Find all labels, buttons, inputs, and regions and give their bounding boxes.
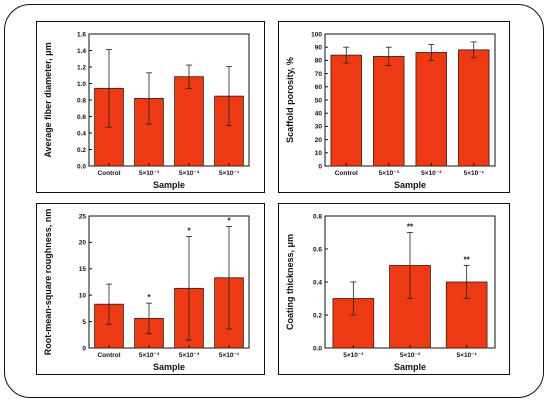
y-tick-label: 50: [315, 97, 323, 104]
chart-svg: 0 5 10 15 20 25 Control * 5×10⁻³ * 5×10⁻² * 5×10⁻¹ Sa…: [43, 209, 250, 372]
y-axis-title: Coating thickness, μm: [285, 234, 295, 330]
chart-svg: 0 10 20 30 40 50 60 70 80 90 100 Control 5×10⁻³ 5×10⁻…: [285, 31, 496, 190]
y-tick-label: 30: [315, 124, 323, 131]
significance-marker: **: [464, 256, 471, 265]
y-tick-label: 25: [79, 213, 87, 220]
plot-area: [88, 215, 250, 349]
y-tick-label: 60: [315, 84, 323, 91]
x-axis-title: Sample: [153, 362, 185, 372]
y-tick-label: 0.0: [313, 345, 322, 352]
x-tick-label: 5×10⁻¹: [464, 170, 484, 177]
chart-svg: 0.0 0.2 0.4 0.6 0.8 1.0 1.2 1.4 1.6 Control 5×10⁻³…: [43, 31, 250, 190]
y-tick-label: 0: [318, 163, 322, 170]
x-axis-title: Sample: [153, 180, 185, 190]
y-tick-label: 80: [315, 58, 323, 65]
y-tick-label: 0.4: [77, 130, 86, 137]
y-tick-label: 20: [315, 137, 323, 144]
y-tick-label: 40: [315, 111, 323, 118]
x-tick-label: 5×10⁻²: [179, 352, 200, 359]
y-tick-label: 10: [79, 293, 87, 300]
x-tick-label: 5×10⁻¹: [219, 170, 239, 177]
panel-rms-roughness: 0 5 10 15 20 25 Control * 5×10⁻³ * 5×10⁻² * 5×10⁻¹ Sa…: [36, 203, 265, 375]
x-axis-title: Sample: [394, 180, 426, 190]
panel-scaffold-porosity: 0 10 20 30 40 50 60 70 80 90 100 Control 5×10⁻³ 5×10⁻…: [278, 21, 510, 193]
y-tick-label: 1.6: [77, 31, 86, 38]
y-tick-label: 0.8: [313, 213, 322, 220]
y-tick-label: 0.8: [77, 97, 86, 104]
y-axis-title: Scaffold porosity, %: [285, 57, 295, 143]
y-tick-label: 0.2: [313, 312, 322, 319]
x-tick-label: Control: [97, 170, 120, 177]
bar: [373, 56, 405, 167]
significance-marker: **: [407, 223, 414, 232]
y-tick-label: 20: [79, 240, 87, 247]
bar: [174, 76, 204, 167]
chart-svg: 0.0 0.2 0.4 0.6 0.8 5×10⁻³ ** 5×10⁻² ** 5×10⁻¹ Sam…: [285, 213, 496, 372]
x-tick-label: 5×10⁻³: [379, 170, 400, 177]
y-tick-label: 90: [315, 45, 323, 52]
x-tick-label: 5×10⁻²: [421, 170, 442, 177]
significance-marker: *: [147, 293, 151, 302]
x-tick-label: 5×10⁻³: [139, 352, 160, 359]
x-tick-label: 5×10⁻²: [400, 352, 421, 359]
x-tick-label: 5×10⁻²: [179, 170, 200, 177]
y-tick-label: 15: [79, 266, 87, 273]
bar: [458, 49, 490, 167]
y-axis-title: Average fiber diameter, μm: [43, 42, 53, 157]
panel-coating-thickness: 0.0 0.2 0.4 0.6 0.8 5×10⁻³ ** 5×10⁻² ** 5×10⁻¹ Sam…: [278, 203, 510, 375]
y-tick-label: 0.6: [77, 114, 86, 121]
panel-fiber-diameter: 0.0 0.2 0.4 0.6 0.8 1.0 1.2 1.4 1.6 Control 5×10⁻³…: [36, 21, 265, 193]
y-tick-label: 70: [315, 71, 323, 78]
y-tick-label: 0: [82, 345, 86, 352]
x-tick-label: Control: [97, 352, 120, 359]
y-tick-label: 0.0: [77, 163, 86, 170]
significance-marker: *: [187, 227, 191, 236]
bar: [330, 54, 362, 167]
x-axis-title: Sample: [394, 362, 426, 372]
y-tick-label: 100: [311, 31, 322, 38]
figure-frame: [4, 4, 544, 398]
y-tick-label: 0.2: [77, 147, 86, 154]
x-tick-label: Control: [335, 170, 358, 177]
significance-marker: *: [227, 217, 231, 226]
x-tick-label: 5×10⁻³: [139, 170, 160, 177]
x-tick-label: 5×10⁻³: [343, 352, 364, 359]
y-tick-label: 1.4: [77, 48, 86, 55]
y-tick-label: 0.4: [313, 279, 322, 286]
bar: [415, 52, 447, 167]
y-axis-title: Root-mean-square roughness, nm: [43, 209, 53, 356]
y-tick-label: 5: [82, 319, 86, 326]
y-tick-label: 0.6: [313, 246, 322, 253]
y-tick-label: 10: [315, 150, 323, 157]
x-tick-label: 5×10⁻¹: [219, 352, 239, 359]
y-tick-label: 1.2: [77, 64, 86, 71]
y-tick-label: 1.0: [77, 81, 86, 88]
x-tick-label: 5×10⁻¹: [457, 352, 477, 359]
